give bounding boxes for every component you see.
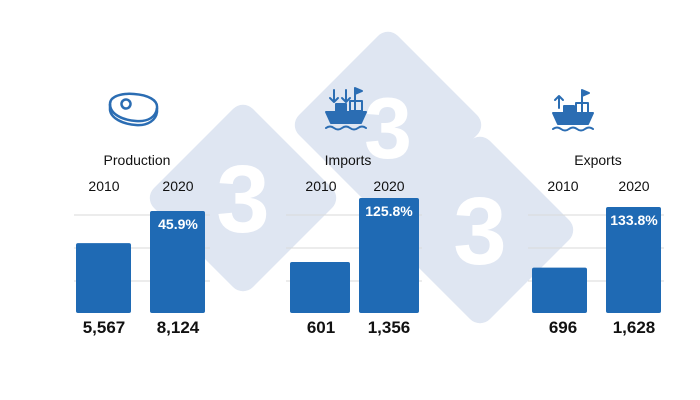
watermark-digit: 3 [364, 81, 412, 177]
exports-change-label: 133.8% [610, 212, 658, 228]
production-year-2020: 2020 [162, 178, 193, 194]
imports-bar-2020 [359, 198, 419, 313]
production-bar-2020 [150, 211, 205, 313]
meat-steak-icon [108, 92, 159, 127]
exports-year-2020: 2020 [618, 178, 649, 194]
imports-change-label: 125.8% [365, 203, 413, 219]
exports-bar-2020 [606, 207, 661, 313]
production-bar-2010 [76, 243, 131, 313]
exports-value-2020: 1,628 [613, 318, 656, 337]
imports-year-2020: 2020 [373, 178, 404, 194]
exports-bar-2010 [532, 267, 587, 313]
watermark-digit: 3 [216, 146, 269, 253]
production-value-2010: 5,567 [83, 318, 126, 337]
cargo-ship-import-icon [325, 87, 367, 131]
exports-title: Exports [574, 152, 621, 168]
watermark-digit: 3 [453, 178, 506, 285]
imports-title: Imports [325, 152, 372, 168]
production-title: Production [104, 152, 171, 168]
production-change-label: 45.9% [158, 216, 198, 232]
production-year-2010: 2010 [88, 178, 119, 194]
production-value-2020: 8,124 [157, 318, 200, 337]
imports-value-2010: 601 [307, 318, 335, 337]
cargo-ship-export-icon [552, 89, 594, 132]
exports-value-2010: 696 [549, 318, 577, 337]
imports-year-2010: 2010 [305, 178, 336, 194]
imports-value-2020: 1,356 [368, 318, 411, 337]
imports-bar-2010 [290, 262, 350, 313]
exports-year-2010: 2010 [547, 178, 578, 194]
